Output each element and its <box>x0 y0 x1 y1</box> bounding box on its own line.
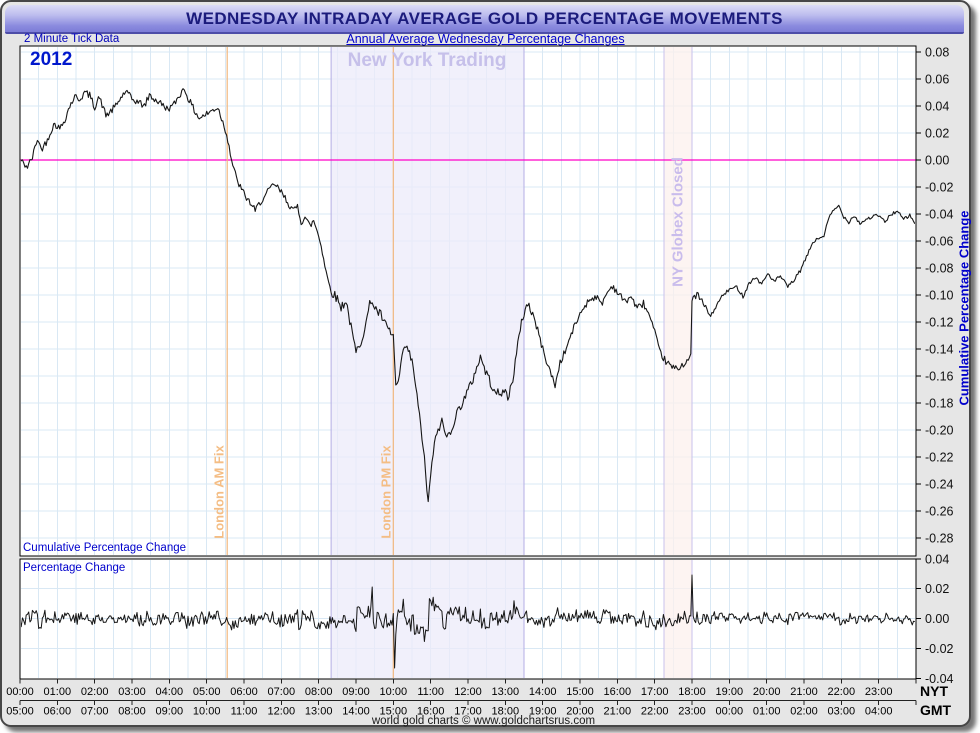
gmt-tick-label: 04:00 <box>865 706 893 718</box>
lower-ytick-label: 0.04 <box>925 553 949 567</box>
nyt-tick-label: 23:00 <box>865 686 893 698</box>
gmt-tick-label: 20:00 <box>566 706 594 718</box>
gmt-tick-label: 19:00 <box>529 706 557 718</box>
nyt-tick-label: 18:00 <box>678 686 706 698</box>
gmt-tick-label: 23:00 <box>678 706 706 718</box>
nyt-tick-label: 08:00 <box>305 686 333 698</box>
gmt-tick-label: 21:00 <box>604 706 632 718</box>
nyt-tick-label: 01:00 <box>44 686 72 698</box>
nyt-tick-label: 12:00 <box>454 686 482 698</box>
chart-subtitle: Annual Average Wednesday Percentage Chan… <box>346 32 625 46</box>
nyt-tick-label: 03:00 <box>118 686 146 698</box>
lower-ytick-label: 0.02 <box>925 582 949 596</box>
gmt-tick-label: 08:00 <box>118 706 146 718</box>
gmt-tick-label: 01:00 <box>753 706 781 718</box>
gmt-tick-label: 09:00 <box>156 706 184 718</box>
gmt-tick-label: 22:00 <box>641 706 669 718</box>
gmt-tick-label: 00:00 <box>716 706 744 718</box>
gmt-tick-label: 02:00 <box>790 706 818 718</box>
cumulative-series <box>21 88 915 503</box>
main-ytick-label: -0.26 <box>925 505 954 519</box>
gmt-tick-label: 10:00 <box>193 706 221 718</box>
london-pm-fix-label: London PM Fix <box>378 445 394 539</box>
lower-ytick-label: 0.00 <box>925 612 949 626</box>
main-ytick-label: 0.06 <box>925 73 949 87</box>
lower-ytick-label: -0.02 <box>925 642 954 656</box>
right-axis-title: Cumulative Percentage Change <box>956 210 972 406</box>
ny-trading-region <box>330 47 525 678</box>
copyright-credit: world gold charts © www.goldchartsrus.co… <box>371 715 596 727</box>
london-am-fix-label: London AM Fix <box>211 445 227 539</box>
main-panel-border <box>19 45 917 557</box>
globex-closed-region-label: NY Globex Closed <box>669 157 687 287</box>
nyt-tick-label: 14:00 <box>529 686 557 698</box>
title-bar: WEDNESDAY INTRADAY AVERAGE GOLD PERCENTA… <box>5 5 964 34</box>
nyt-tick-label: 04:00 <box>156 686 184 698</box>
gmt-tick-label: 03:00 <box>828 706 856 718</box>
nyt-tick-label: 06:00 <box>230 686 258 698</box>
main-ytick-label: -0.08 <box>925 262 954 276</box>
gmt-tick-label: 12:00 <box>268 706 296 718</box>
nyt-tick-label: 02:00 <box>81 686 109 698</box>
nyt-tick-label: 07:00 <box>268 686 296 698</box>
main-ytick-label: 0.02 <box>925 127 949 141</box>
lower-ytick-label: -0.04 <box>925 672 954 686</box>
main-ytick-label: -0.12 <box>925 316 954 330</box>
gmt-tick-label: 18:00 <box>492 706 520 718</box>
main-ytick-label: 0.04 <box>925 100 949 114</box>
chart-title: WEDNESDAY INTRADAY AVERAGE GOLD PERCENTA… <box>186 9 783 28</box>
right-axis: 0.08 0.06 0.04 0.02 0.00 -0.02 -0.04 -0.06 -0.08… <box>916 46 954 686</box>
nyt-tick-label: 10:00 <box>380 686 408 698</box>
gmt-tick-label: 16:00 <box>417 706 445 718</box>
main-ytick-label: -0.10 <box>925 289 954 303</box>
main-ytick-label: 0.08 <box>925 46 949 60</box>
main-ytick-label: -0.14 <box>925 343 954 357</box>
nyt-timezone-label: NYT <box>920 683 948 699</box>
nyt-tick-label: 00:00 <box>6 686 34 698</box>
nyt-tick-label: 20:00 <box>753 686 781 698</box>
nyt-tick-label: 15:00 <box>566 686 594 698</box>
gmt-tick-label: 06:00 <box>44 706 72 718</box>
gmt-tick-label: 13:00 <box>305 706 333 718</box>
cumulative-panel-label: Cumulative Percentage Change <box>23 542 187 554</box>
nyt-tick-label: 22:00 <box>828 686 856 698</box>
gmt-tick-label: 05:00 <box>6 706 34 718</box>
gmt-tick-label: 14:00 <box>342 706 370 718</box>
nyt-tick-label: 09:00 <box>342 686 370 698</box>
nyt-tick-label: 11:00 <box>417 686 444 698</box>
main-ytick-label: -0.20 <box>925 424 954 438</box>
nyt-tick-label: 21:00 <box>790 686 818 698</box>
tick-data-note: 2 Minute Tick Data <box>24 33 120 45</box>
globex-closed-region <box>663 47 693 678</box>
change-panel-label: Percentage Change <box>23 562 126 574</box>
nyt-tick-label: 19:00 <box>716 686 744 698</box>
nyt-tick-label: 16:00 <box>604 686 632 698</box>
main-ytick-label: -0.06 <box>925 235 954 249</box>
gmt-tick-label: 17:00 <box>454 706 482 718</box>
nyt-tick-label: 17:00 <box>641 686 669 698</box>
main-ytick-label: -0.16 <box>925 370 954 384</box>
nyt-tick-label: 05:00 <box>193 686 221 698</box>
main-ytick-label: -0.24 <box>925 478 954 492</box>
main-ytick-label: -0.18 <box>925 397 954 411</box>
main-ytick-label: -0.28 <box>925 532 954 546</box>
main-ytick-label: -0.02 <box>925 181 954 195</box>
year-label: 2012 <box>30 49 73 70</box>
gmt-tick-label: 07:00 <box>81 706 109 718</box>
nyt-tick-label: 13:00 <box>492 686 520 698</box>
gmt-timezone-label: GMT <box>920 702 952 718</box>
gmt-tick-label: 11:00 <box>231 706 258 718</box>
main-ytick-label: 0.00 <box>925 154 949 168</box>
main-ytick-label: -0.22 <box>925 451 954 465</box>
gmt-tick-label: 15:00 <box>380 706 408 718</box>
x-axis: 00:00 01:00 02:00 03:00 04:00 05:00 06:00 07:00… <box>6 679 917 718</box>
main-ytick-label: -0.04 <box>925 208 954 222</box>
percentage-change-series <box>21 574 915 669</box>
ny-trading-region-label: New York Trading <box>347 50 507 71</box>
